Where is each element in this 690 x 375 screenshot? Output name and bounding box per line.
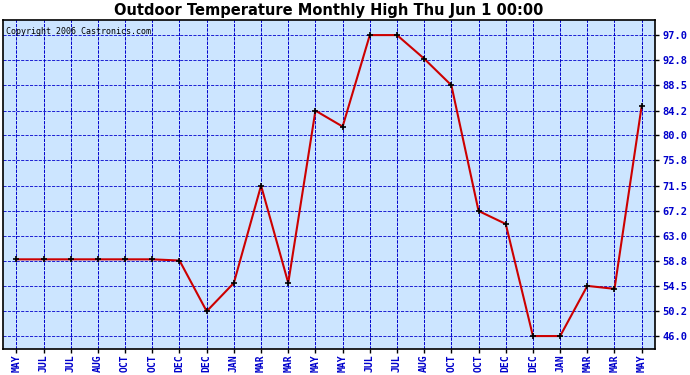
Title: Outdoor Temperature Monthly High Thu Jun 1 00:00: Outdoor Temperature Monthly High Thu Jun… (115, 3, 544, 18)
Text: Copyright 2006 Castronics.com: Copyright 2006 Castronics.com (6, 27, 151, 36)
